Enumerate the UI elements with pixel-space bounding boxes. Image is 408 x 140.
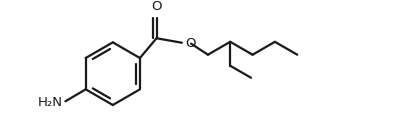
Text: H₂N: H₂N	[38, 96, 63, 109]
Text: O: O	[151, 0, 162, 13]
Text: O: O	[186, 37, 196, 50]
